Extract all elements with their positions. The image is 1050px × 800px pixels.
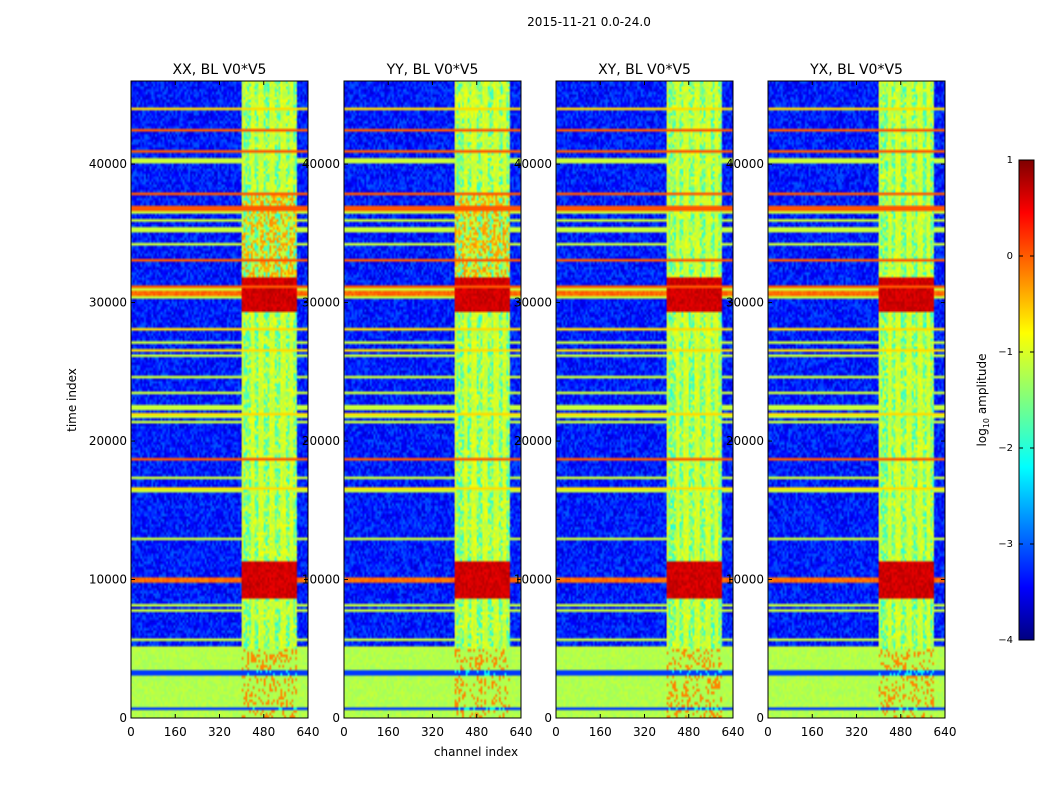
panel-2: YY, BL V0*V5 0 160 320 480 640 0 10000 20000 3000… <box>302 62 533 739</box>
colorbar-label: log10 amplitude <box>975 354 991 447</box>
y-tick-label: 10000 <box>514 573 552 587</box>
x-tick-label: 320 <box>845 725 868 739</box>
x-tick-label: 160 <box>164 725 187 739</box>
y-tick-label: 40000 <box>514 157 552 171</box>
colorbar-tick-label: −3 <box>998 539 1013 550</box>
y-tick-label: 0 <box>119 711 127 725</box>
heatmap-image <box>768 81 945 718</box>
x-tick-label: 640 <box>510 725 533 739</box>
y-tick-label: 10000 <box>89 573 127 587</box>
panel-1: XX, BL V0*V5 0 160 320 480 640 0 10000 20000 3000… <box>89 62 320 739</box>
x-tick-label: 480 <box>252 725 275 739</box>
colorbar-tick-label: −4 <box>998 635 1013 646</box>
panel-title: YX, BL V0*V5 <box>809 62 903 78</box>
heatmap-image <box>131 81 308 718</box>
x-tick-label: 160 <box>377 725 400 739</box>
heatmap-image <box>556 81 733 718</box>
y-tick-label: 30000 <box>726 296 764 310</box>
x-tick-label: 0 <box>340 725 348 739</box>
colorbar-tick-label: −2 <box>998 443 1013 454</box>
colorbar-tick-label: 0 <box>1007 251 1013 262</box>
y-tick-label: 30000 <box>302 296 340 310</box>
colorbar-label-log: log <box>975 428 989 446</box>
y-axis-label: time index <box>65 368 79 432</box>
x-tick-label: 0 <box>764 725 772 739</box>
y-tick-label: 30000 <box>89 296 127 310</box>
x-axis-label: channel index <box>434 745 518 759</box>
colorbar: 10−1−2−3−4 log10 amplitude <box>975 155 1035 646</box>
panel-4: YX, BL V0*V5 0 160 320 480 640 0 10000 20000 3000… <box>726 62 957 739</box>
panel-title: YY, BL V0*V5 <box>386 62 479 78</box>
x-tick-label: 0 <box>552 725 560 739</box>
panel-title: XX, BL V0*V5 <box>173 62 267 78</box>
y-tick-label: 30000 <box>514 296 552 310</box>
y-tick-label: 20000 <box>514 434 552 448</box>
y-tick-label: 0 <box>756 711 764 725</box>
x-tick-label: 160 <box>801 725 824 739</box>
colorbar-label-rest: amplitude <box>975 354 989 418</box>
y-tick-label: 40000 <box>302 157 340 171</box>
figure-suptitle: 2015-11-21 0.0-24.0 <box>527 15 651 29</box>
y-tick-label: 20000 <box>726 434 764 448</box>
heatmap-image <box>344 81 521 718</box>
y-tick-label: 0 <box>544 711 552 725</box>
x-tick-label: 480 <box>677 725 700 739</box>
y-tick-label: 10000 <box>726 573 764 587</box>
panels-group: XX, BL V0*V5 0 160 320 480 640 0 10000 20000 3000… <box>89 62 957 739</box>
x-tick-label: 480 <box>889 725 912 739</box>
x-tick-label: 320 <box>421 725 444 739</box>
y-tick-label: 40000 <box>726 157 764 171</box>
y-tick-label: 20000 <box>302 434 340 448</box>
x-tick-label: 160 <box>589 725 612 739</box>
panel-title: XY, BL V0*V5 <box>598 62 691 78</box>
colorbar-label-sub: 10 <box>982 418 991 428</box>
x-tick-label: 640 <box>722 725 745 739</box>
x-tick-label: 0 <box>127 725 135 739</box>
colorbar-gradient <box>1018 159 1035 641</box>
x-tick-label: 480 <box>465 725 488 739</box>
x-tick-label: 320 <box>208 725 231 739</box>
y-tick-label: 0 <box>332 711 340 725</box>
x-tick-label: 640 <box>934 725 957 739</box>
panel-3: XY, BL V0*V5 0 160 320 480 640 0 10000 20000 3000… <box>514 62 745 739</box>
colorbar-tick-label: −1 <box>998 347 1013 358</box>
y-tick-label: 20000 <box>89 434 127 448</box>
colorbar-tick-label: 1 <box>1007 155 1013 166</box>
x-tick-label: 320 <box>633 725 656 739</box>
y-tick-label: 40000 <box>89 157 127 171</box>
y-tick-label: 10000 <box>302 573 340 587</box>
colorbar-ticks: 1 0 −1 −2 −3 −4 <box>998 155 1034 646</box>
x-tick-label: 640 <box>297 725 320 739</box>
